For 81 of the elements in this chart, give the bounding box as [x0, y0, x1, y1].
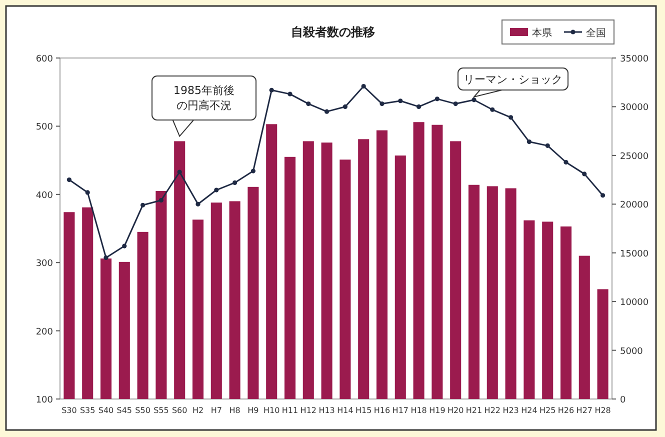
- point: [66, 177, 72, 182]
- x-tick-label: H15: [356, 406, 372, 415]
- x-tick-label: H26: [558, 406, 574, 415]
- y-tick-label: 100: [36, 396, 54, 406]
- x-tick-label: H14: [337, 406, 354, 415]
- y2-tick-label: 35000: [620, 54, 649, 64]
- point: [177, 170, 182, 174]
- x-tick-label: H8: [229, 406, 240, 415]
- y2-tick-label: 15000: [620, 249, 649, 260]
- x-tick-label: H9: [248, 406, 259, 415]
- point: [490, 107, 495, 112]
- point: [324, 109, 330, 114]
- y2-tick-label: 10000: [620, 298, 649, 308]
- point: [472, 98, 476, 102]
- point: [85, 190, 90, 195]
- x-tick-label: H19: [429, 406, 446, 415]
- point: [122, 244, 127, 248]
- point: [269, 88, 274, 92]
- x-tick-label: H2: [192, 406, 204, 415]
- x-tick-label: S35: [80, 406, 96, 415]
- annotation: 1985年前後の円高不況: [174, 84, 234, 112]
- y2-tick-label: 0: [620, 396, 626, 406]
- y-tick-label: 600: [36, 54, 54, 64]
- point: [508, 115, 514, 120]
- point: [306, 101, 311, 106]
- point: [361, 84, 366, 89]
- x-tick-label: H24: [521, 406, 538, 415]
- point: [196, 202, 200, 206]
- x-tick-label: H13: [318, 406, 335, 415]
- point: [250, 168, 256, 174]
- point: [214, 188, 219, 192]
- point: [545, 143, 550, 148]
- point: [582, 172, 587, 176]
- x-tick-label: S50: [135, 406, 150, 415]
- x-tick-label: H18: [410, 406, 427, 415]
- x-tick-label: H23: [502, 406, 519, 415]
- x-tick-label: S45: [116, 406, 132, 415]
- y2-tick-label: 20000: [620, 200, 649, 211]
- point: [453, 101, 458, 106]
- x-tick-label: H17: [392, 406, 408, 415]
- x-tick-label: H25: [540, 406, 556, 415]
- x-tick-label: H28: [594, 406, 611, 415]
- x-tick-label: H20: [448, 406, 464, 415]
- x-tick-label: H27: [576, 406, 592, 415]
- legend-label: 本県: [532, 27, 552, 39]
- point: [232, 180, 238, 186]
- callout: リーマン・ショック: [458, 68, 568, 98]
- y-tick-label: 300: [36, 259, 54, 270]
- point: [564, 160, 568, 165]
- point: [434, 96, 440, 102]
- chart-title: 自殺者数の推移: [291, 25, 375, 39]
- x-tick-label: H21: [466, 406, 482, 415]
- legend-label: 全国: [586, 27, 606, 39]
- y2-tick-label: 5000: [620, 346, 644, 357]
- point: [398, 98, 403, 104]
- x-tick-label: H22: [484, 406, 500, 415]
- point: [158, 198, 164, 203]
- point: [104, 255, 108, 260]
- y-tick-label: 500: [36, 122, 54, 133]
- x-tick-label: H16: [374, 406, 390, 415]
- point: [288, 92, 292, 96]
- point: [342, 104, 348, 110]
- y2-tick-label: 30000: [620, 103, 649, 114]
- point: [526, 139, 532, 144]
- point: [140, 202, 146, 208]
- y2-tick-label: 25000: [620, 152, 649, 162]
- x-tick-label: S55: [154, 406, 169, 415]
- x-tick-label: H7: [210, 406, 222, 415]
- x-tick-label: H12: [300, 406, 316, 415]
- x-tick-label: H10: [264, 406, 280, 415]
- x-tick-label: S40: [98, 406, 114, 415]
- y-tick-label: 400: [36, 190, 54, 201]
- y-tick-label: 200: [36, 327, 54, 338]
- callout: 1985年前後の円高不況: [152, 76, 256, 138]
- point: [380, 101, 384, 106]
- x-tick-label: S60: [172, 406, 188, 415]
- x-tick-label: H11: [282, 406, 298, 415]
- point: [600, 193, 606, 198]
- x-tick-label: S30: [62, 406, 77, 415]
- annotation: リーマン・ショック: [464, 73, 562, 86]
- point: [416, 104, 422, 110]
